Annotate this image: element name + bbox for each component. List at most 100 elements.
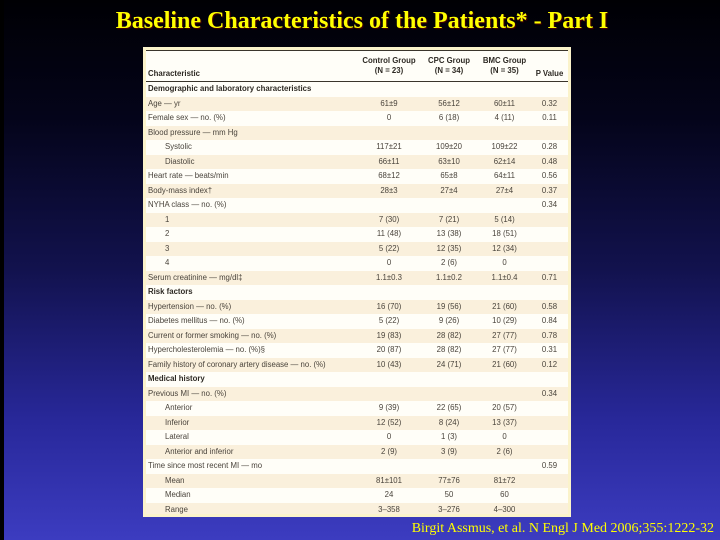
- cell-bmc: 10 (29): [492, 316, 517, 326]
- row-label: Previous MI — no. (%): [146, 386, 358, 401]
- row-label: Medical history: [148, 374, 205, 384]
- row-label: Serum creatinine — mg/dl‡: [146, 270, 358, 285]
- table-row: Current or former smoking — no. (%) 19 (8…: [146, 328, 568, 343]
- cell-bmc: 4–300: [478, 502, 531, 514]
- cell-bmc: 62±14: [478, 154, 531, 169]
- cell-control: [358, 372, 420, 387]
- cell-bmc: 27 (77): [492, 345, 517, 355]
- cell-pvalue: [531, 401, 568, 416]
- cell-bmc: [478, 372, 531, 387]
- row-label: Risk factors: [148, 287, 193, 297]
- cell-pvalue: [531, 502, 568, 514]
- cell-bmc: 109±22: [491, 142, 518, 152]
- cell-pvalue: [531, 430, 568, 445]
- cell-pvalue: [531, 415, 568, 430]
- cell-cpc: 2 (6): [440, 258, 458, 268]
- cell-cpc: 7 (21): [420, 212, 478, 227]
- row-label: Anterior: [165, 403, 193, 413]
- cell-control: [358, 125, 420, 140]
- cell-control: 5 (22): [378, 316, 400, 326]
- cell-control: 20 (87): [376, 345, 402, 355]
- table-row: Range 3–358 3–276 4–300: [146, 502, 568, 514]
- cell-cpc: 77±76: [420, 473, 478, 488]
- cell-bmc: 4 (11): [494, 113, 515, 123]
- cell-bmc: 60: [500, 490, 509, 500]
- cell-control: [358, 386, 420, 401]
- table-row: Hypertension — no. (%) 16 (70) 19 (56) 21 (…: [146, 299, 568, 314]
- cell-control: 2 (9): [358, 444, 420, 459]
- table-row: 2 11 (48) 13 (38) 18 (51): [146, 227, 568, 242]
- cell-cpc: [420, 125, 478, 140]
- cell-pvalue: 0.48: [531, 154, 568, 169]
- cell-cpc: 1 (3): [440, 432, 458, 442]
- row-label: Body-mass index†: [146, 183, 358, 198]
- header-cpc-group: CPC Group (N = 34): [420, 50, 478, 82]
- cell-control: 0: [386, 258, 392, 268]
- cell-control: 3–358: [358, 502, 420, 514]
- cell-cpc: 3 (9): [420, 444, 478, 459]
- cell-cpc: [420, 285, 478, 300]
- header-p-value: P Value: [531, 50, 568, 82]
- cell-control: 1.1±0.3: [358, 270, 420, 285]
- table-row: 4 0 2 (6) 0: [146, 256, 568, 271]
- cell-cpc: [420, 372, 478, 387]
- header-bmc-group: BMC Group (N = 35): [478, 50, 531, 82]
- cell-cpc: 109±20: [436, 142, 462, 152]
- cell-cpc: 63±10: [420, 154, 478, 169]
- row-label: 3: [146, 241, 358, 256]
- cell-cpc: [420, 459, 478, 474]
- cell-cpc: 13 (38): [436, 229, 462, 239]
- cell-cpc: 27±4: [420, 183, 478, 198]
- cell-control: 19 (83): [358, 328, 420, 343]
- cell-cpc: [420, 82, 478, 97]
- header-cpc-group-n: (N = 34): [434, 65, 464, 75]
- row-label: 1: [146, 212, 358, 227]
- row-label: Anterior and inferior: [146, 444, 358, 459]
- cell-bmc: [478, 125, 531, 140]
- cell-bmc: [478, 82, 531, 97]
- cell-cpc: 3–276: [420, 502, 478, 514]
- table-row: Mean 81±101 77±76 81±72: [146, 473, 568, 488]
- cell-pvalue: [531, 473, 568, 488]
- row-label: Hypercholesterolemia — no. (%)§: [148, 345, 265, 355]
- header-cpc-group-name: CPC Group: [427, 55, 470, 65]
- table-row: Lateral 0 1 (3) 0: [146, 430, 568, 445]
- table-row: Blood pressure — mm Hg: [146, 125, 568, 140]
- row-label: Mean: [146, 473, 358, 488]
- cell-pvalue: [531, 227, 568, 242]
- cell-bmc: 1.1±0.4: [478, 270, 531, 285]
- cell-bmc: [478, 198, 531, 213]
- cell-control: 24: [384, 490, 394, 500]
- row-label: Demographic and laboratory characteristi…: [148, 84, 312, 94]
- cell-pvalue: [531, 285, 568, 300]
- cell-control: 117±21: [376, 142, 402, 152]
- header-control-group-n: (N = 23): [374, 65, 404, 75]
- cell-bmc: 64±11: [493, 171, 516, 181]
- table-row: Diastolic 66±11 63±10 62±14 0.48: [146, 154, 568, 169]
- cell-pvalue: 0.34: [531, 386, 568, 401]
- row-label: Time since most recent MI — mo: [148, 461, 263, 471]
- cell-cpc: 50: [444, 490, 454, 500]
- cell-bmc: 27±4: [478, 183, 531, 198]
- cell-pvalue: [531, 82, 568, 97]
- cell-cpc: [420, 386, 478, 401]
- row-label: Inferior: [146, 415, 358, 430]
- cell-pvalue: 0.34: [541, 200, 558, 210]
- cell-bmc: [478, 386, 531, 401]
- cell-control: 7 (30): [358, 212, 420, 227]
- cell-pvalue: [531, 125, 568, 140]
- table-row: Inferior 12 (52) 8 (24) 13 (37): [146, 415, 568, 430]
- cell-cpc: 28 (82): [436, 345, 462, 355]
- cell-cpc: 12 (35): [420, 241, 478, 256]
- cell-control: 5 (22): [358, 241, 420, 256]
- cell-bmc: 81±72: [478, 473, 531, 488]
- cell-control: 0: [386, 432, 392, 442]
- slide-title: Baseline Characteristics of the Patients…: [115, 8, 609, 34]
- cell-pvalue: 0.12: [531, 357, 568, 372]
- table-row: Demographic and laboratory characteristi…: [146, 82, 568, 97]
- row-label: Age — yr: [146, 96, 358, 111]
- baseline-characteristics-table: Characteristic Control Group (N = 23) CP…: [143, 47, 571, 517]
- row-label: Diastolic: [146, 154, 358, 169]
